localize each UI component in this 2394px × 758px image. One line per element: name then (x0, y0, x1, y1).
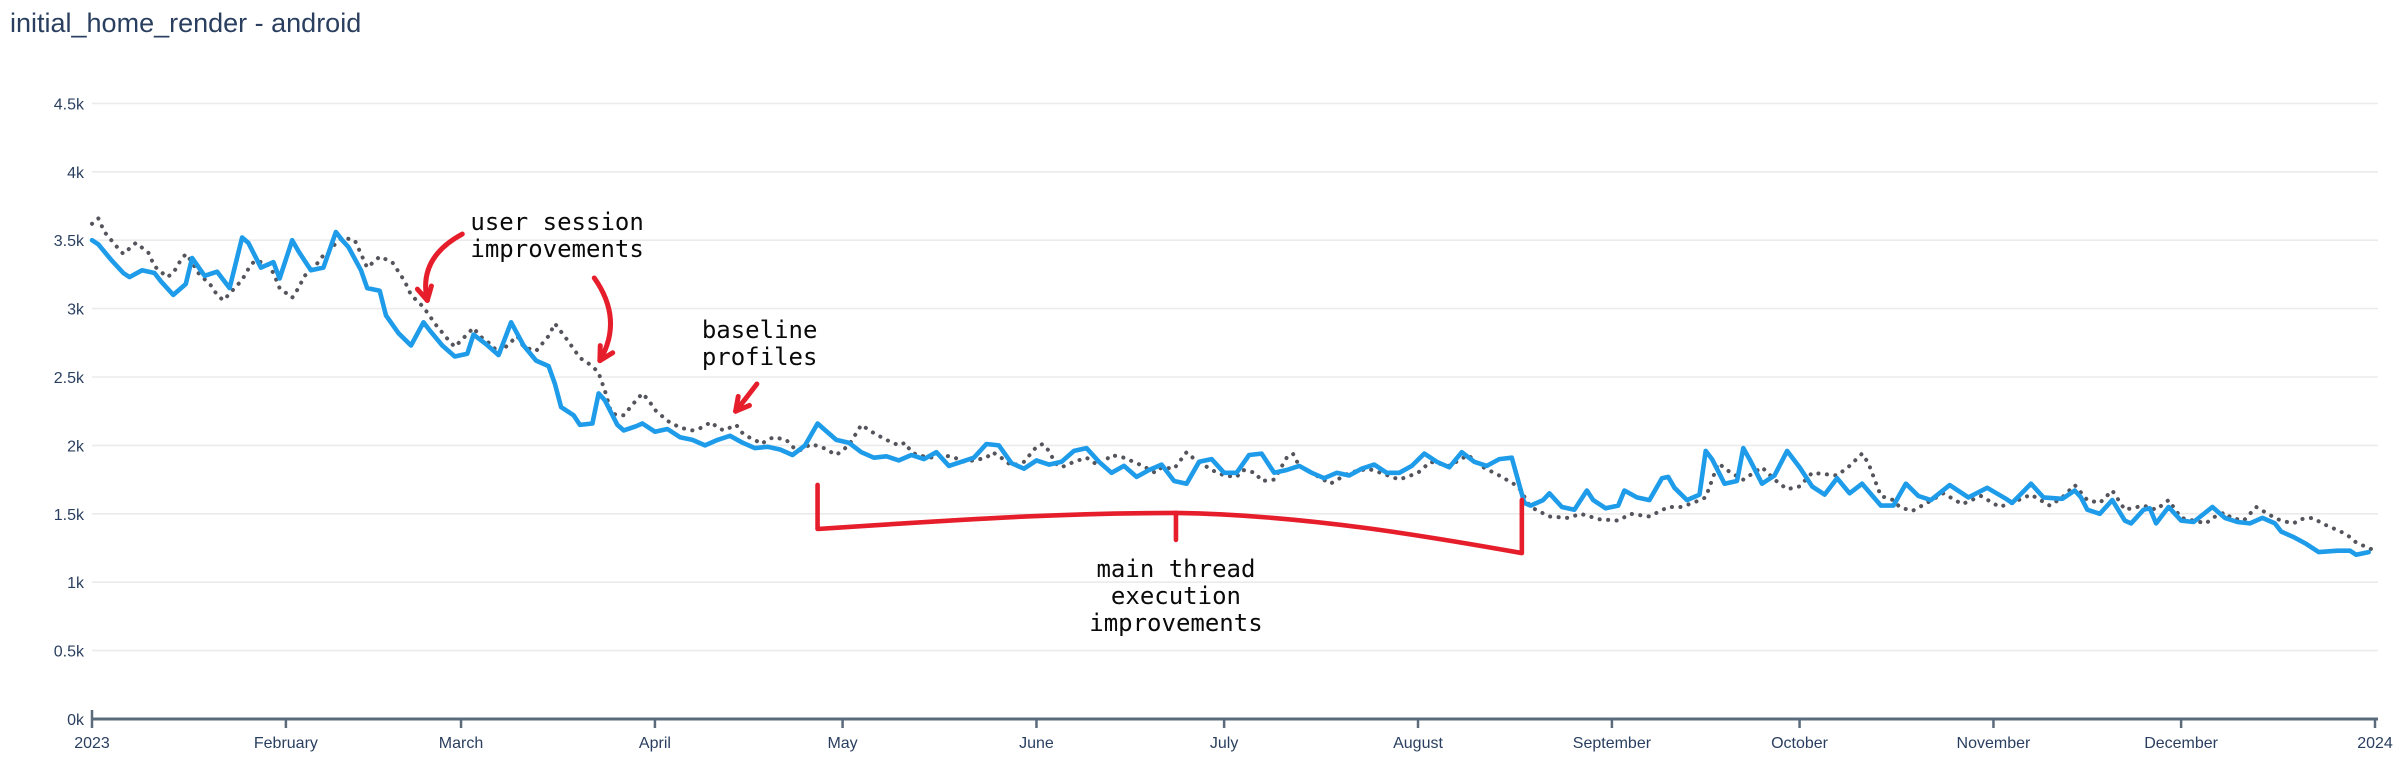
annotation-arrow (423, 231, 465, 303)
x-tick-label: February (254, 735, 318, 752)
x-tick-label: May (827, 735, 857, 752)
y-tick-label: 4k (67, 165, 85, 182)
series-dotted-line[interactable] (90, 216, 2377, 553)
grid-layer (92, 102, 2378, 652)
x-tick-label: 2024 (2357, 735, 2393, 752)
x-tick-label: December (2144, 735, 2218, 752)
annotation-arrowhead (424, 283, 434, 303)
x-tick-label: November (1957, 735, 2031, 752)
x-tick-label: March (439, 735, 483, 752)
x-tick-label: September (1573, 735, 1652, 752)
annotation-arrowhead (733, 402, 752, 414)
x-tick-label: 2023 (74, 735, 110, 752)
y-tick-label: 3.5k (54, 233, 85, 250)
series-layer (89, 216, 2377, 558)
y-tick-label: 1.5k (54, 507, 85, 524)
y-tick-label: 3k (67, 302, 85, 319)
y-tick-label: 0k (67, 712, 85, 729)
annotation-bracket (815, 482, 1525, 556)
annotation-text-main-thread-execution-improvements: main thread execution improvements (1089, 555, 1262, 637)
x-tick-label: April (639, 735, 671, 752)
chart-title: initial_home_render - android (10, 8, 361, 38)
series-solid-line[interactable] (89, 229, 2371, 558)
y-tick-label: 1k (67, 575, 85, 592)
annotation-arrow (591, 275, 613, 364)
x-tick-label: October (1771, 735, 1829, 752)
y-tick-label: 2.5k (54, 370, 85, 387)
annotation-text-user-session-improvements: user session improvements (470, 208, 643, 263)
annotation-text-baseline-profiles: baseline profiles (702, 316, 818, 371)
annotation-arrowhead (597, 350, 616, 364)
x-tick-label: June (1019, 735, 1054, 752)
x-tick-label: August (1393, 735, 1443, 752)
y-tick-label: 4.5k (54, 96, 85, 113)
y-tick-label: 2k (67, 438, 85, 455)
annotation-layer: user session improvements baseline profiles… (414, 208, 1525, 637)
axis-layer: 0k 0.5k 1k 1.5k 2k 2.5k 3k 3.5k 4k 4.5k 2023 Februa… (54, 96, 2393, 752)
y-tick-label: 0.5k (54, 644, 85, 661)
x-tick-label: July (1210, 735, 1238, 752)
